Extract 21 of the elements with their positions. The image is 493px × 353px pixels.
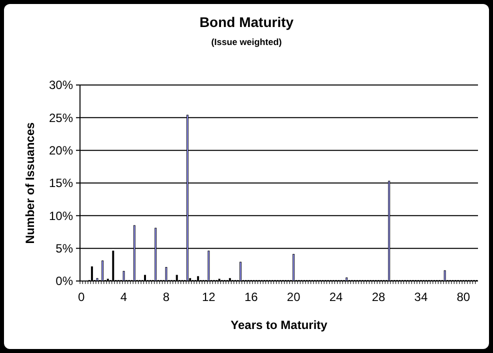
y-tick-label: 25% xyxy=(48,110,74,125)
x-tick-label: 20 xyxy=(286,290,301,304)
y-tick-label: 30% xyxy=(48,78,74,92)
x-axis-title: Years to Maturity xyxy=(230,318,328,332)
y-tick-label: 10% xyxy=(48,208,74,223)
y-tick-label: 0% xyxy=(56,274,74,288)
x-tick-label: 80 xyxy=(456,290,470,304)
y-axis-title: Number of Issuances xyxy=(23,122,37,244)
x-tick-label: 12 xyxy=(202,290,216,304)
x-tick-label: 28 xyxy=(372,290,386,304)
x-tick-label: 24 xyxy=(329,290,344,304)
y-tick-label: 15% xyxy=(48,176,74,190)
chart-title: Bond Maturity xyxy=(199,14,294,30)
x-tick-label: 8 xyxy=(162,290,170,304)
y-tick-label: 5% xyxy=(56,242,74,256)
x-tick-label: 16 xyxy=(244,290,258,304)
x-tick-label: 34 xyxy=(414,290,428,304)
y-tick-label: 20% xyxy=(48,144,74,158)
chart-subtitle: (Issue weighted) xyxy=(211,37,282,47)
x-tick-label: 0 xyxy=(78,290,85,304)
x-tick-label: 4 xyxy=(120,290,128,304)
